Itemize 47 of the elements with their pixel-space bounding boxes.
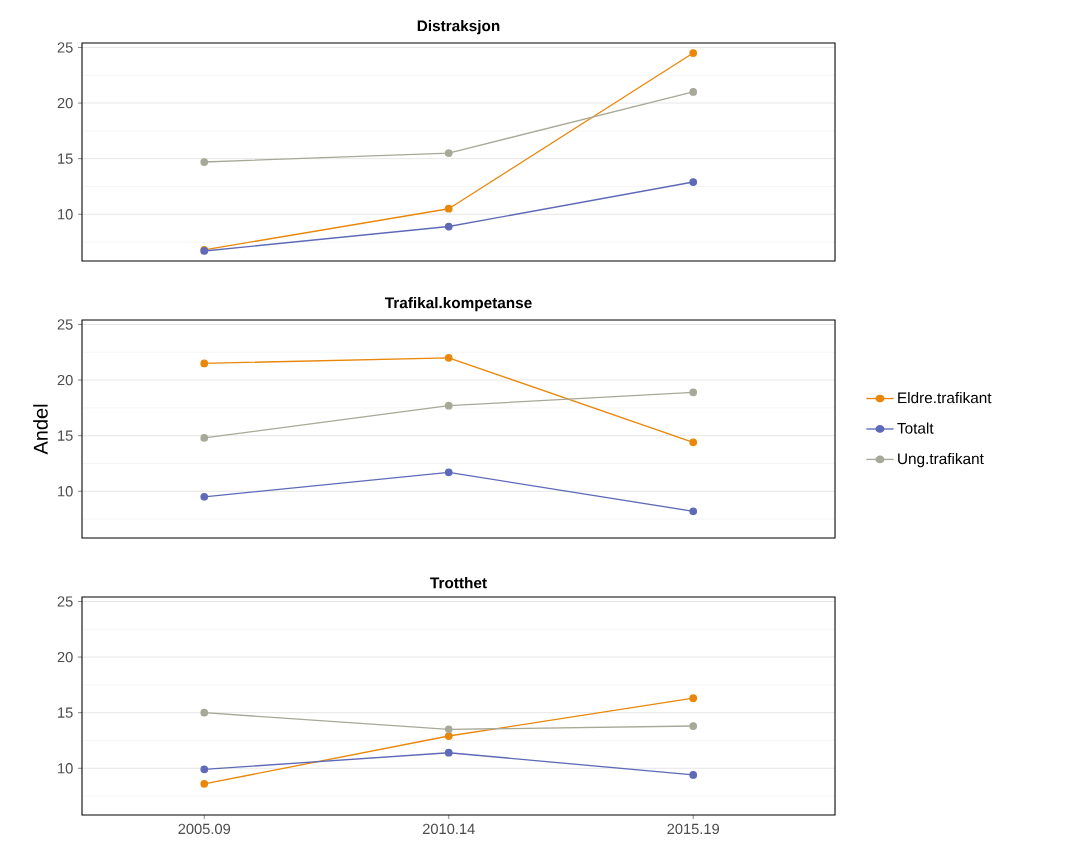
chart-title: Distraksjon (417, 20, 500, 35)
point (689, 49, 698, 57)
point (444, 732, 453, 740)
y-axis-title: Andel (33, 404, 48, 455)
y-tick-label: 15 (58, 430, 73, 441)
point (444, 468, 453, 477)
point (689, 771, 698, 779)
y-tick-label: 15 (58, 707, 73, 718)
point (200, 779, 209, 788)
x-tick-label: 2005.09 (178, 823, 231, 835)
chart-title: Trotthet (430, 577, 487, 589)
x-tick-label: 2010.14 (422, 823, 475, 835)
point (689, 694, 698, 703)
point (444, 149, 453, 157)
y-tick-label: 10 (58, 763, 73, 774)
y-tick-label: 20 (57, 374, 73, 386)
chart-title: Trafikal.kompetanse (384, 297, 532, 312)
point (200, 359, 209, 368)
point (444, 748, 453, 757)
point (200, 492, 209, 501)
point (444, 204, 453, 213)
y-tick-label: 25 (57, 42, 73, 53)
y-tick-label: 10 (58, 486, 73, 497)
point (444, 401, 453, 410)
point (689, 88, 698, 96)
point (444, 222, 453, 231)
y-tick-label: 10 (58, 209, 73, 220)
y-tick-label: 20 (57, 651, 73, 663)
y-tick-label: 15 (58, 153, 73, 164)
point (689, 507, 698, 516)
legend-label: Totalt (897, 422, 934, 434)
point (200, 434, 209, 442)
legend-label: Ung.trafikant (898, 452, 984, 468)
point (200, 708, 209, 717)
y-tick-label: 25 (57, 319, 73, 330)
point (444, 725, 453, 734)
y-tick-label: 25 (57, 596, 73, 607)
point (200, 765, 209, 774)
point (689, 438, 698, 447)
x-tick-label: 2015.19 (667, 823, 720, 835)
y-tick-label: 20 (57, 97, 73, 109)
point (444, 353, 453, 362)
point (689, 178, 698, 186)
point (689, 388, 698, 397)
point (689, 722, 698, 730)
point (200, 158, 209, 166)
legend-label: Eldre.trafikant (898, 391, 992, 404)
